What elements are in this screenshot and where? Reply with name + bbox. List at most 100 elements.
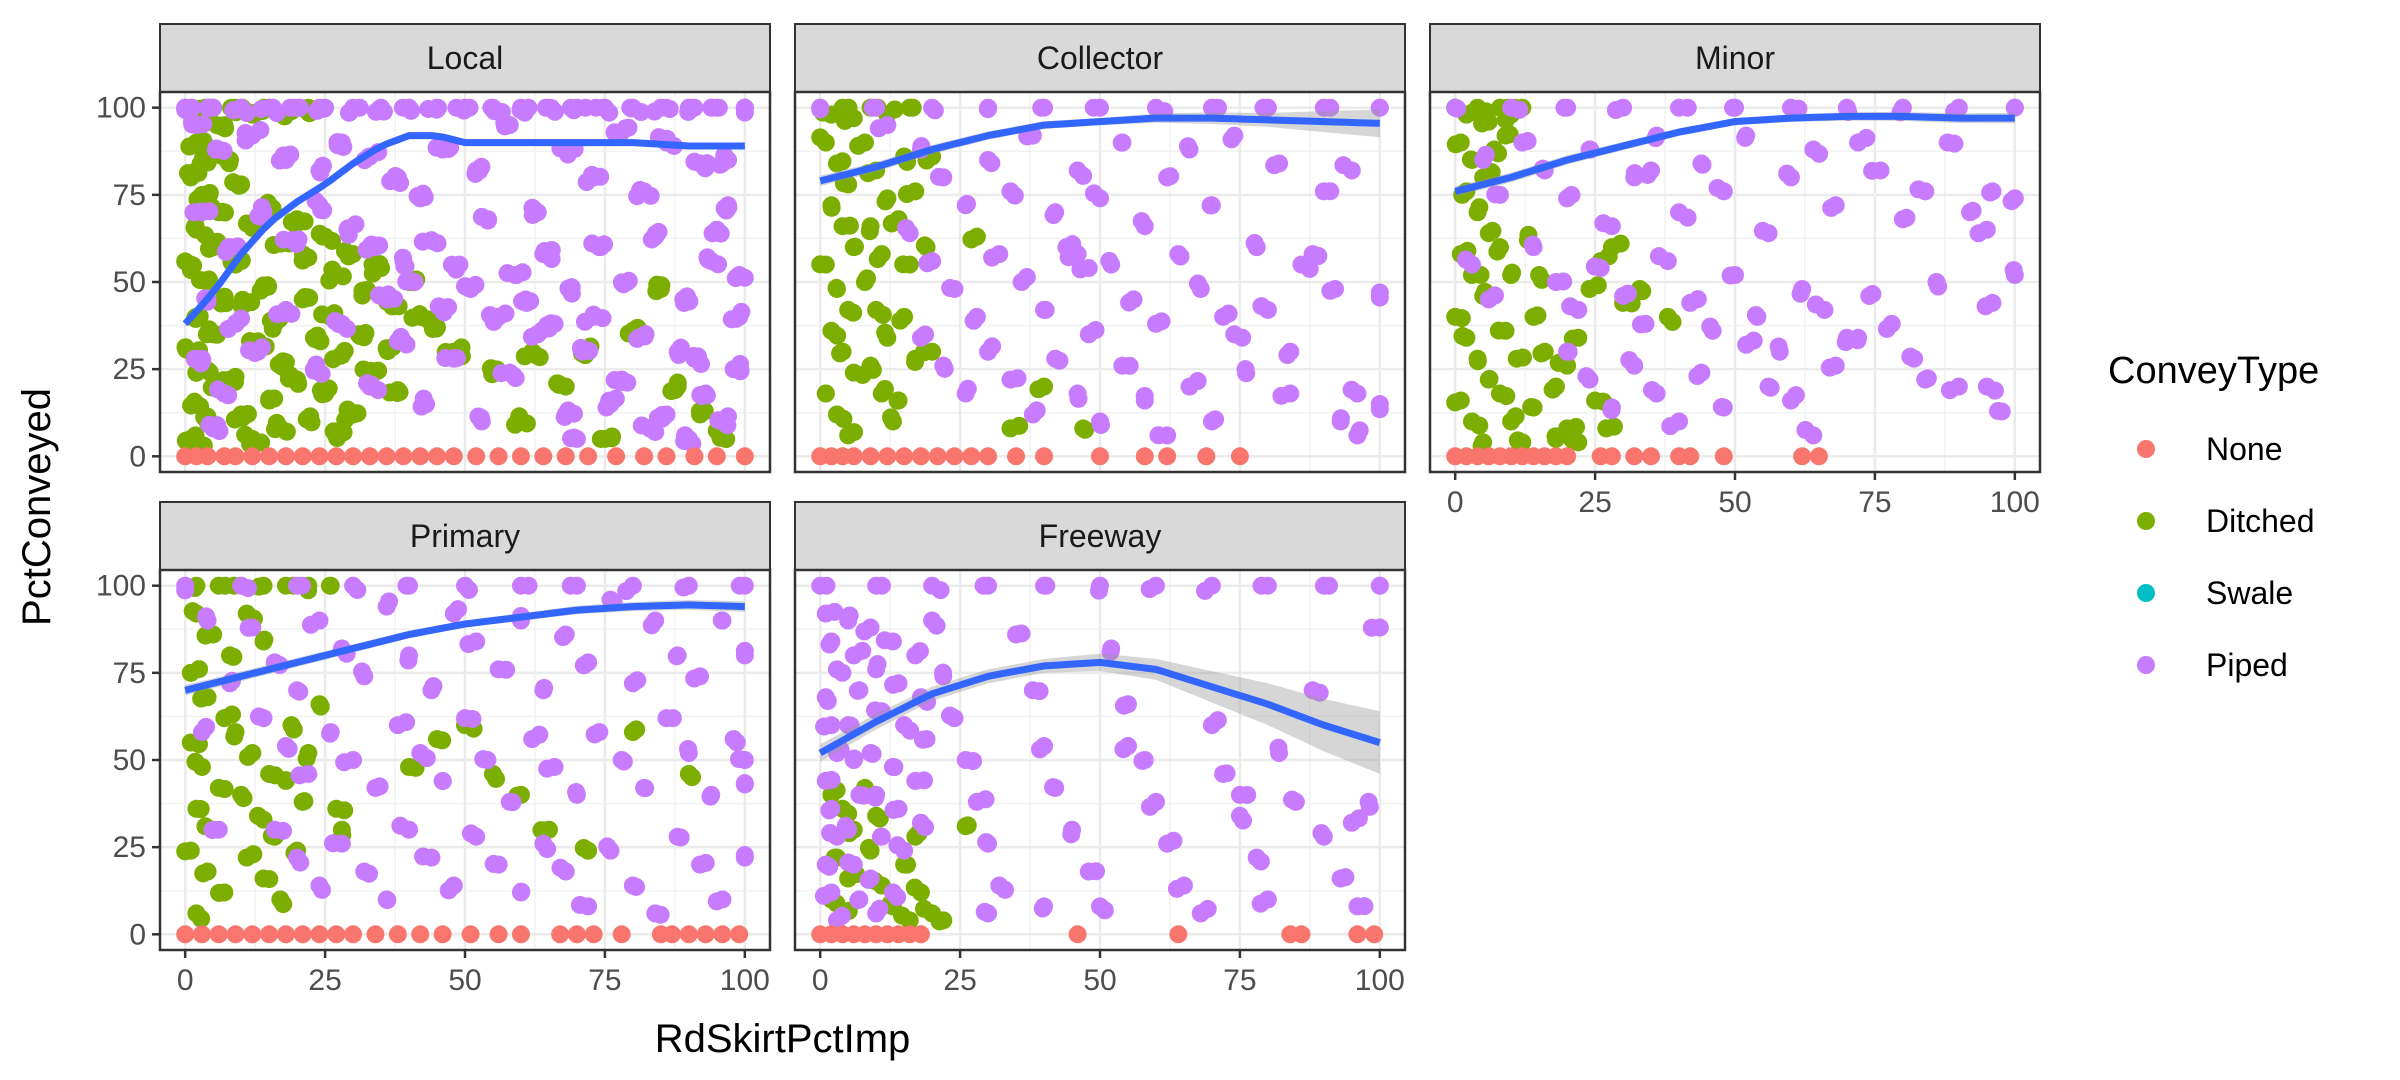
data-point-piped [1114, 740, 1133, 759]
data-point-piped [593, 309, 612, 328]
legend-label: Swale [2206, 575, 2293, 611]
data-point-piped [449, 600, 468, 619]
data-point-piped [975, 902, 994, 921]
data-point-ditched [238, 747, 257, 766]
smooth-trend-line [818, 658, 1381, 757]
data-point-piped [822, 770, 841, 789]
data-point-piped [1331, 409, 1350, 428]
data-point-piped [238, 579, 257, 598]
data-point-ditched [320, 576, 339, 595]
panel-border [793, 90, 1407, 474]
data-point-none [1135, 447, 1154, 466]
data-point-piped [535, 678, 554, 697]
data-point-none [327, 447, 346, 466]
data-point-piped [1265, 156, 1284, 175]
data-point-none [945, 447, 964, 466]
data-point-piped [848, 681, 867, 700]
data-point-piped [551, 858, 570, 877]
data-point-piped [279, 739, 298, 758]
data-point-ditched [297, 749, 316, 768]
data-point-piped [1486, 286, 1505, 305]
data-point-none [579, 447, 598, 466]
y-tick-label: 25 [113, 353, 146, 386]
data-point-none [1642, 447, 1661, 466]
data-point-piped [974, 576, 993, 595]
data-point-piped [685, 152, 704, 171]
data-point-ditched [845, 423, 864, 442]
data-point-piped [1769, 337, 1788, 356]
y-tick-label: 50 [113, 266, 146, 299]
data-point-piped [512, 882, 531, 901]
data-point-piped [1585, 257, 1604, 276]
data-point-piped [381, 172, 400, 191]
data-point-piped [1559, 342, 1578, 361]
data-point-none [176, 925, 195, 944]
data-point-piped [840, 606, 859, 625]
data-point-ditched [1446, 393, 1465, 412]
data-point-piped [735, 268, 754, 287]
data-point-ditched [897, 855, 916, 874]
data-point-piped [1857, 128, 1876, 147]
data-point-piped [645, 102, 664, 121]
data-point-none [707, 447, 726, 466]
data-point-piped [715, 146, 734, 165]
data-point-ditched [1453, 327, 1472, 346]
data-point-piped [918, 254, 937, 273]
data-point-piped [691, 385, 710, 404]
data-point-none [1793, 447, 1812, 466]
data-point-piped [399, 651, 418, 670]
data-point-piped [1753, 221, 1772, 240]
data-point-none [979, 447, 998, 466]
data-point-piped [1761, 378, 1780, 397]
smooth-trend-line [1454, 112, 2015, 195]
data-point-ditched [353, 281, 372, 300]
data-point-ditched [423, 319, 442, 338]
data-point-piped [498, 264, 517, 283]
data-point-ditched [827, 278, 846, 297]
data-point-piped [2004, 261, 2023, 280]
data-point-ditched [176, 431, 195, 450]
data-point-piped [729, 750, 748, 769]
data-point-piped [1518, 132, 1537, 151]
data-point-ditched [891, 311, 910, 330]
facet-strip-label: Collector [1037, 40, 1164, 76]
data-point-ditched [308, 326, 327, 345]
y-tick-label: 100 [96, 92, 146, 125]
data-point-piped [315, 99, 334, 118]
data-point-piped [598, 837, 617, 856]
data-point-piped [313, 157, 332, 176]
data-point-piped [1744, 331, 1763, 350]
data-point-piped [415, 188, 434, 207]
data-point-piped [619, 271, 638, 290]
data-point-piped [1620, 351, 1639, 370]
panel-points [811, 98, 1389, 466]
data-point-none [388, 925, 407, 944]
data-point-piped [718, 407, 737, 426]
data-point-piped [1791, 284, 1810, 303]
data-point-none [735, 447, 754, 466]
data-point-piped [671, 828, 690, 847]
data-point-piped [484, 854, 503, 873]
data-point-ditched [190, 660, 209, 679]
data-point-piped [1476, 145, 1495, 164]
data-point-piped [814, 886, 833, 905]
data-point-ditched [876, 192, 895, 211]
data-point-piped [651, 905, 670, 924]
data-point-none [209, 925, 228, 944]
data-point-piped [291, 853, 310, 872]
data-point-piped [735, 774, 754, 793]
data-point-ditched [811, 128, 830, 147]
data-point-ditched [223, 705, 242, 724]
data-point-piped [463, 709, 482, 728]
data-point-ditched [224, 647, 243, 666]
data-point-piped [897, 219, 916, 238]
data-point-none [366, 925, 385, 944]
data-point-none [567, 925, 586, 944]
data-point-piped [1283, 790, 1302, 809]
data-point-piped [1198, 899, 1217, 918]
data-point-none [861, 447, 880, 466]
x-tick-label: 25 [943, 964, 976, 997]
data-point-piped [370, 777, 389, 796]
x-tick-label: 25 [308, 964, 341, 997]
